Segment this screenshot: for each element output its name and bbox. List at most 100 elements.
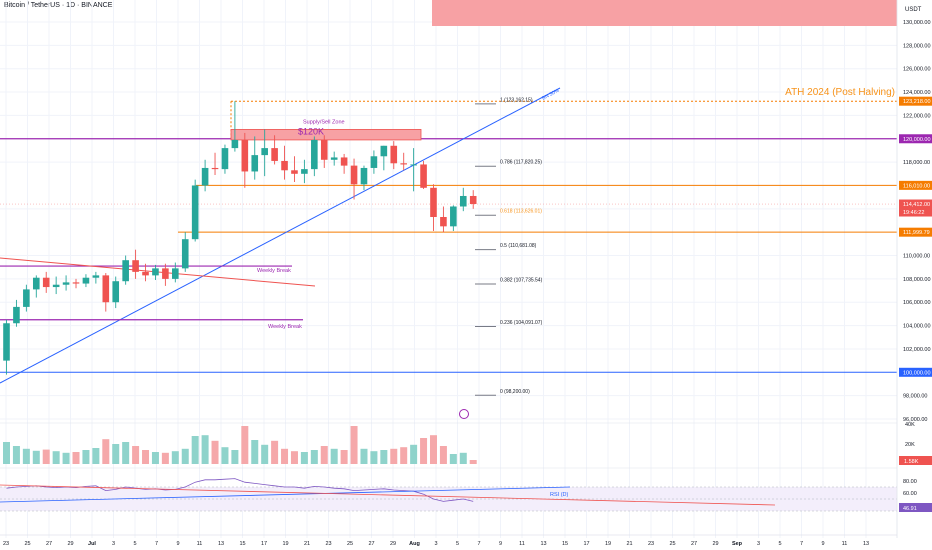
time-tick: 5 bbox=[133, 541, 136, 547]
candle-body bbox=[330, 157, 338, 160]
time-tick: 7 bbox=[155, 541, 158, 547]
candle-body bbox=[191, 185, 199, 240]
candle-body bbox=[162, 268, 169, 279]
price-tag-label: 116,010.00 bbox=[903, 183, 930, 189]
rsi-trendline bbox=[0, 486, 571, 503]
time-tick: 19 bbox=[605, 541, 611, 547]
volume-bar bbox=[62, 452, 70, 464]
volume-bar bbox=[112, 444, 120, 464]
resistance-zone bbox=[432, 0, 897, 26]
candle-body bbox=[211, 167, 219, 170]
time-tick: 21 bbox=[304, 541, 310, 547]
volume-bar bbox=[22, 448, 30, 464]
time-tick: 3 bbox=[112, 541, 115, 547]
volume-bar bbox=[271, 440, 279, 464]
time-tick: 11 bbox=[842, 541, 848, 547]
time-tick: Jul bbox=[88, 541, 96, 547]
volume-bar bbox=[261, 444, 269, 464]
price-tick: 106,000.00 bbox=[903, 300, 931, 306]
price-tag-countdown: 19:46:22 bbox=[903, 210, 924, 216]
candle-body bbox=[42, 277, 50, 288]
volume-bar bbox=[400, 447, 408, 464]
time-tick: 11 bbox=[197, 541, 203, 547]
volume-bar bbox=[92, 448, 100, 464]
time-tick: Sep bbox=[732, 541, 743, 547]
volume-bar bbox=[420, 438, 428, 464]
supply-zone-box bbox=[230, 129, 422, 141]
time-tick: 9 bbox=[499, 541, 502, 547]
time-tick: 17 bbox=[583, 541, 589, 547]
volume-bar bbox=[429, 435, 437, 464]
volume-bar bbox=[410, 444, 418, 464]
volume-bar bbox=[310, 450, 318, 464]
horizontal-levels bbox=[0, 87, 897, 384]
uptrend-line bbox=[0, 87, 561, 384]
volume-bar bbox=[459, 452, 467, 464]
candles bbox=[3, 101, 477, 375]
volume-tick: 20K bbox=[905, 442, 915, 448]
price-tag bbox=[899, 227, 932, 237]
time-tick: 25 bbox=[347, 541, 353, 547]
time-tick: 7 bbox=[477, 541, 480, 547]
volume-last-tag bbox=[899, 456, 932, 465]
price-tag bbox=[899, 199, 932, 217]
volume-bar bbox=[241, 426, 249, 464]
volume-bar bbox=[12, 446, 20, 464]
candle-body bbox=[370, 156, 378, 168]
volume-bar bbox=[151, 452, 159, 464]
candle-body bbox=[142, 271, 149, 276]
volume-bar bbox=[320, 446, 328, 464]
candle-body bbox=[241, 139, 249, 172]
time-tick: 13 bbox=[540, 541, 546, 547]
weekly-break-label-1: Weekly Break bbox=[257, 268, 291, 274]
fib-label: 0 (98,200.00) bbox=[500, 389, 530, 395]
price-tag bbox=[899, 96, 932, 106]
volume-bar bbox=[390, 448, 398, 464]
time-tick: 7 bbox=[800, 541, 803, 547]
volume-bar bbox=[42, 449, 50, 464]
volume-bar bbox=[350, 426, 358, 464]
event-marker-icon bbox=[459, 409, 469, 419]
candle-body bbox=[152, 268, 159, 276]
volume-bar bbox=[439, 446, 447, 464]
time-tick: 3 bbox=[434, 541, 437, 547]
volume-bar bbox=[251, 440, 259, 464]
grid-lines bbox=[0, 0, 897, 538]
volume-bar bbox=[102, 439, 110, 464]
candle-body bbox=[459, 195, 467, 207]
candle-body bbox=[410, 164, 417, 166]
time-tick: 29 bbox=[390, 541, 396, 547]
fib-label: 1 (123,162.15) bbox=[500, 97, 533, 103]
volume-bar bbox=[360, 448, 368, 464]
price-tick: 126,000.00 bbox=[903, 67, 931, 73]
rsi-last-label: 46.91 bbox=[903, 506, 917, 512]
candle-body bbox=[82, 277, 90, 284]
time-tick: Aug bbox=[409, 541, 420, 547]
chart-title: Bitcoin / TetherUS · 1D · BINANCE bbox=[4, 2, 113, 9]
time-tick: 9 bbox=[176, 541, 179, 547]
candle-body bbox=[201, 167, 209, 186]
candle-body bbox=[72, 282, 80, 284]
volume-bar bbox=[82, 450, 90, 464]
volume-bar bbox=[171, 451, 179, 464]
candle-body bbox=[320, 139, 328, 160]
fib-label: 0.382 (107,735.54) bbox=[500, 277, 543, 283]
candle-body bbox=[400, 163, 407, 165]
time-tick: 5 bbox=[456, 541, 459, 547]
volume-last-label: 1.58K bbox=[904, 459, 919, 465]
volume-bar bbox=[191, 436, 199, 464]
price-tick: 110,000.00 bbox=[903, 254, 930, 260]
time-tick: 27 bbox=[46, 541, 52, 547]
price-tick: 104,000.00 bbox=[903, 324, 931, 330]
time-tick: 3 bbox=[757, 541, 760, 547]
price-tag-label: 120,000.00 bbox=[903, 137, 931, 143]
candle-body bbox=[112, 281, 120, 303]
price-tick: 96,000.00 bbox=[903, 417, 927, 423]
volume-bar bbox=[281, 448, 289, 464]
currency-label: USDT bbox=[905, 7, 922, 13]
volume-bar bbox=[72, 452, 80, 464]
candle-body bbox=[340, 157, 348, 166]
candle-body bbox=[52, 284, 60, 288]
